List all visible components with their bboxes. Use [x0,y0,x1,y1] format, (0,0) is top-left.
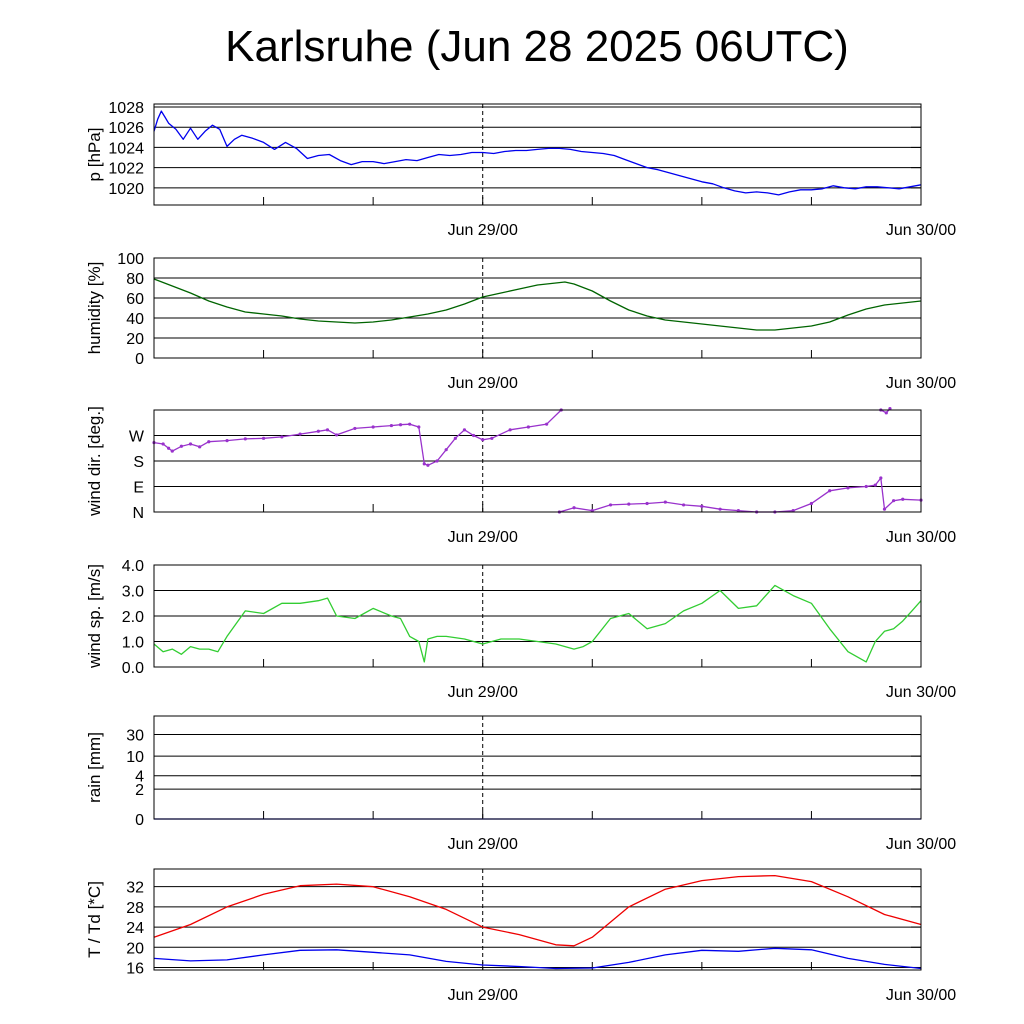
wind-dir-trace [153,409,562,467]
ytick-label: S [133,454,144,471]
series-line [153,110,922,196]
ytick-label: 0 [135,351,144,368]
xtick-label: Jun 29/00 [448,987,518,1004]
ytick-label: N [132,505,144,522]
ytick-label: 1024 [108,140,144,157]
y-axis-label: T / Td [*C] [85,881,104,958]
series-line [153,584,922,663]
xtick-label: Jun 29/00 [448,222,518,239]
ytick-label: 3.0 [122,584,144,601]
ytick-label: 10 [126,749,144,766]
xtick-label: Jun 29/00 [448,684,518,701]
ytick-label: 40 [126,311,144,328]
ytick-label: 2.0 [122,609,144,626]
plot-frame [153,103,922,206]
ytick-label: 0 [135,812,144,829]
ytick-label: 2 [135,782,144,799]
plot-frame [153,868,922,971]
ytick-label: 1026 [108,120,144,137]
y-axis-label: wind dir. [deg.] [85,406,104,517]
xtick-label: Jun 29/00 [448,836,518,853]
xtick-label: Jun 30/00 [886,375,956,392]
ytick-label: 4 [135,769,144,786]
xtick-label: Jun 30/00 [886,222,956,239]
xtick-label: Jun 30/00 [886,836,956,853]
ytick-label: W [129,429,145,446]
plot-frame [153,564,922,668]
y-axis-label: humidity [%] [85,262,104,355]
xtick-label: Jun 29/00 [448,529,518,546]
series-line [153,947,922,970]
xtick-label: Jun 29/00 [448,375,518,392]
y-axis-label: rain [mm] [85,732,104,803]
ytick-label: 0.0 [122,660,144,677]
y-axis-label: wind sp. [m/s] [85,564,104,669]
xtick-label: Jun 30/00 [886,684,956,701]
ytick-label: 20 [126,331,144,348]
ytick-label: 16 [126,960,144,977]
ytick-label: 1020 [108,181,144,198]
ytick-label: 100 [117,251,144,268]
plot-frame [153,257,922,359]
series-line [153,874,922,947]
plot-frame [153,409,922,513]
ytick-label: 4.0 [122,558,144,575]
ytick-label: 28 [126,900,144,917]
series-line [153,278,922,331]
xtick-label: Jun 30/00 [886,987,956,1004]
ytick-label: 32 [126,880,144,897]
ytick-label: 1.0 [122,635,144,652]
ytick-label: 20 [126,940,144,957]
ytick-label: 1028 [108,100,144,117]
plot-frame [153,715,922,820]
ytick-label: 24 [126,920,144,937]
ytick-label: 30 [126,728,144,745]
xtick-label: Jun 30/00 [886,529,956,546]
ytick-label: 60 [126,291,144,308]
ytick-label: E [133,480,144,497]
wind-dir-trace [559,476,922,513]
y-axis-label: p [hPa] [85,128,104,182]
ytick-label: 1022 [108,161,144,178]
ytick-label: 80 [126,271,144,288]
page-title: Karlsruhe (Jun 28 2025 06UTC) [225,22,849,71]
